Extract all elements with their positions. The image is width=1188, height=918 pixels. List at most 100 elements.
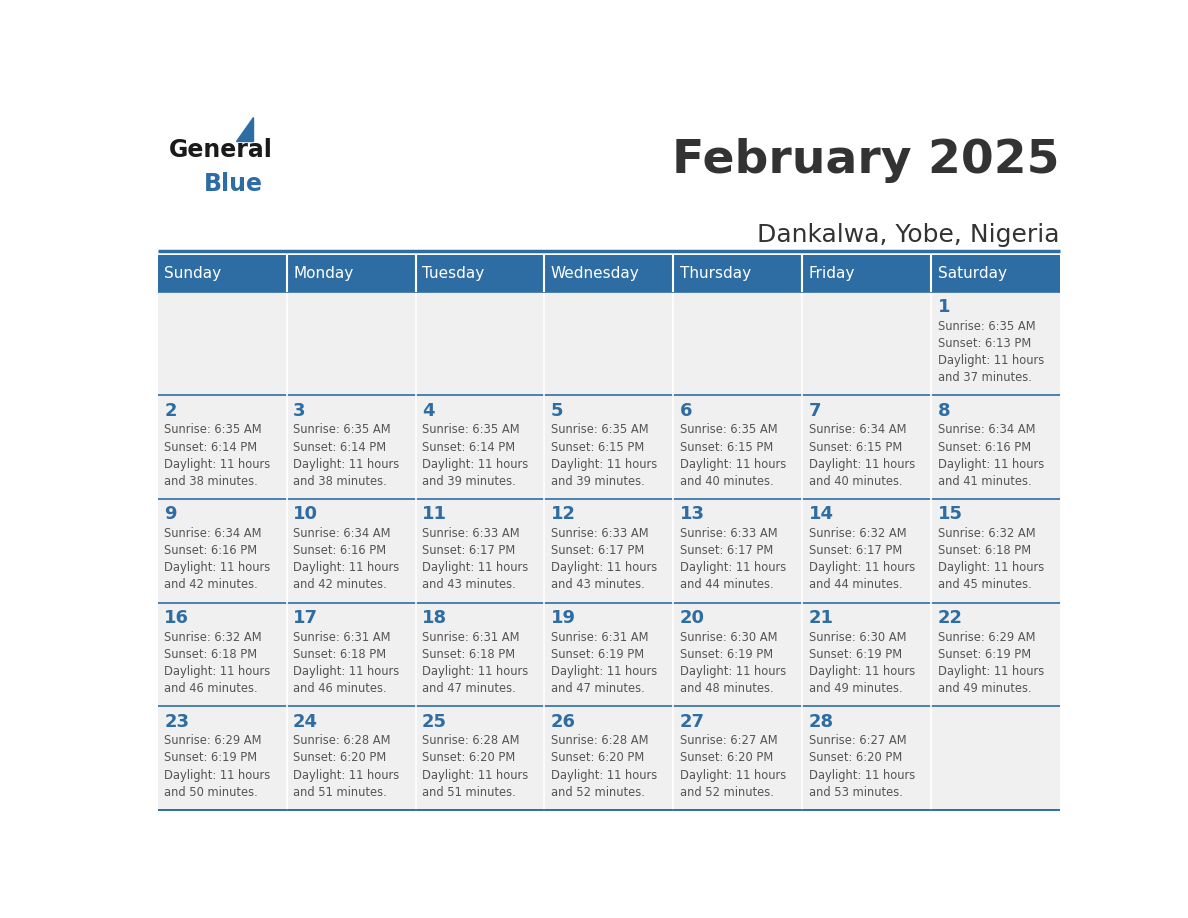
Text: Sunrise: 6:32 AM: Sunrise: 6:32 AM	[809, 527, 906, 540]
Text: Sunset: 6:13 PM: Sunset: 6:13 PM	[937, 337, 1031, 350]
Text: General: General	[169, 139, 272, 162]
Text: Daylight: 11 hours: Daylight: 11 hours	[164, 665, 271, 677]
Text: Daylight: 11 hours: Daylight: 11 hours	[680, 665, 786, 677]
Bar	[802, 706, 931, 810]
Text: 12: 12	[551, 505, 576, 523]
Polygon shape	[236, 118, 253, 140]
Text: Sunset: 6:16 PM: Sunset: 6:16 PM	[293, 544, 386, 557]
Bar	[544, 499, 674, 603]
Text: Sunset: 6:14 PM: Sunset: 6:14 PM	[293, 441, 386, 453]
Text: Sunrise: 6:35 AM: Sunrise: 6:35 AM	[680, 423, 777, 436]
Text: Sunset: 6:15 PM: Sunset: 6:15 PM	[551, 441, 644, 453]
Text: 17: 17	[293, 609, 318, 627]
Text: Daylight: 11 hours: Daylight: 11 hours	[937, 354, 1044, 367]
Bar	[158, 603, 286, 706]
Text: Sunrise: 6:34 AM: Sunrise: 6:34 AM	[293, 527, 391, 540]
Bar	[802, 499, 931, 603]
Text: Sunset: 6:19 PM: Sunset: 6:19 PM	[680, 648, 773, 661]
Text: and 47 minutes.: and 47 minutes.	[551, 682, 645, 695]
Text: Sunset: 6:18 PM: Sunset: 6:18 PM	[422, 648, 516, 661]
Text: Daylight: 11 hours: Daylight: 11 hours	[164, 458, 271, 471]
Text: Sunset: 6:18 PM: Sunset: 6:18 PM	[293, 648, 386, 661]
Text: Tuesday: Tuesday	[422, 266, 485, 281]
Bar	[802, 292, 931, 396]
Text: and 41 minutes.: and 41 minutes.	[937, 475, 1031, 487]
Text: 2: 2	[164, 402, 177, 420]
Text: 4: 4	[422, 402, 435, 420]
Text: Sunset: 6:18 PM: Sunset: 6:18 PM	[937, 544, 1031, 557]
Bar	[674, 396, 802, 499]
Text: and 52 minutes.: and 52 minutes.	[551, 786, 645, 799]
Text: 9: 9	[164, 505, 177, 523]
Text: Friday: Friday	[809, 266, 855, 281]
Text: 10: 10	[293, 505, 318, 523]
Text: Sunset: 6:19 PM: Sunset: 6:19 PM	[551, 648, 644, 661]
Text: Sunset: 6:17 PM: Sunset: 6:17 PM	[551, 544, 644, 557]
Bar	[416, 396, 544, 499]
Text: Sunrise: 6:34 AM: Sunrise: 6:34 AM	[164, 527, 261, 540]
Text: Sunset: 6:14 PM: Sunset: 6:14 PM	[164, 441, 258, 453]
Bar	[931, 396, 1060, 499]
Text: Sunrise: 6:31 AM: Sunrise: 6:31 AM	[551, 631, 649, 644]
Text: 13: 13	[680, 505, 704, 523]
Text: Sunset: 6:17 PM: Sunset: 6:17 PM	[422, 544, 516, 557]
Bar	[931, 706, 1060, 810]
Text: 28: 28	[809, 712, 834, 731]
Bar	[158, 255, 286, 292]
Text: and 44 minutes.: and 44 minutes.	[809, 578, 902, 591]
Text: 26: 26	[551, 712, 576, 731]
Bar	[158, 292, 286, 396]
Text: Blue: Blue	[204, 172, 263, 196]
Text: Sunrise: 6:33 AM: Sunrise: 6:33 AM	[680, 527, 777, 540]
Text: Daylight: 11 hours: Daylight: 11 hours	[293, 768, 399, 781]
Text: Daylight: 11 hours: Daylight: 11 hours	[809, 665, 915, 677]
Text: 20: 20	[680, 609, 704, 627]
Text: Sunrise: 6:31 AM: Sunrise: 6:31 AM	[293, 631, 391, 644]
Text: and 40 minutes.: and 40 minutes.	[809, 475, 902, 487]
Text: 14: 14	[809, 505, 834, 523]
Text: 21: 21	[809, 609, 834, 627]
Bar	[286, 255, 416, 292]
Bar	[416, 255, 544, 292]
Text: and 42 minutes.: and 42 minutes.	[293, 578, 387, 591]
Text: Daylight: 11 hours: Daylight: 11 hours	[422, 561, 529, 575]
Text: Sunset: 6:16 PM: Sunset: 6:16 PM	[937, 441, 1031, 453]
Text: and 43 minutes.: and 43 minutes.	[551, 578, 645, 591]
Bar	[416, 292, 544, 396]
Text: Daylight: 11 hours: Daylight: 11 hours	[680, 768, 786, 781]
Text: Sunrise: 6:32 AM: Sunrise: 6:32 AM	[164, 631, 261, 644]
Text: 19: 19	[551, 609, 576, 627]
Text: Sunset: 6:14 PM: Sunset: 6:14 PM	[422, 441, 516, 453]
Text: Sunrise: 6:35 AM: Sunrise: 6:35 AM	[293, 423, 391, 436]
Text: 27: 27	[680, 712, 704, 731]
Text: Daylight: 11 hours: Daylight: 11 hours	[551, 665, 657, 677]
Text: Sunrise: 6:32 AM: Sunrise: 6:32 AM	[937, 527, 1035, 540]
Text: and 39 minutes.: and 39 minutes.	[551, 475, 645, 487]
Text: Dankalwa, Yobe, Nigeria: Dankalwa, Yobe, Nigeria	[758, 223, 1060, 247]
Text: Sunset: 6:19 PM: Sunset: 6:19 PM	[164, 752, 258, 765]
Bar	[802, 396, 931, 499]
Text: Daylight: 11 hours: Daylight: 11 hours	[551, 768, 657, 781]
Text: Thursday: Thursday	[680, 266, 751, 281]
Text: 8: 8	[937, 402, 950, 420]
Bar	[544, 292, 674, 396]
Text: 24: 24	[293, 712, 318, 731]
Bar	[931, 292, 1060, 396]
Text: Sunrise: 6:29 AM: Sunrise: 6:29 AM	[164, 734, 261, 747]
Text: 15: 15	[937, 505, 962, 523]
Bar	[158, 706, 286, 810]
Text: and 38 minutes.: and 38 minutes.	[293, 475, 387, 487]
Text: and 49 minutes.: and 49 minutes.	[809, 682, 902, 695]
Text: Daylight: 11 hours: Daylight: 11 hours	[164, 561, 271, 575]
Text: Daylight: 11 hours: Daylight: 11 hours	[422, 665, 529, 677]
Text: and 49 minutes.: and 49 minutes.	[937, 682, 1031, 695]
Text: 16: 16	[164, 609, 189, 627]
Text: 23: 23	[164, 712, 189, 731]
Text: Daylight: 11 hours: Daylight: 11 hours	[293, 458, 399, 471]
Text: and 50 minutes.: and 50 minutes.	[164, 786, 258, 799]
Text: Sunrise: 6:31 AM: Sunrise: 6:31 AM	[422, 631, 519, 644]
Bar	[544, 603, 674, 706]
Text: Sunrise: 6:35 AM: Sunrise: 6:35 AM	[937, 319, 1035, 333]
Text: Sunrise: 6:30 AM: Sunrise: 6:30 AM	[680, 631, 777, 644]
Bar	[286, 292, 416, 396]
